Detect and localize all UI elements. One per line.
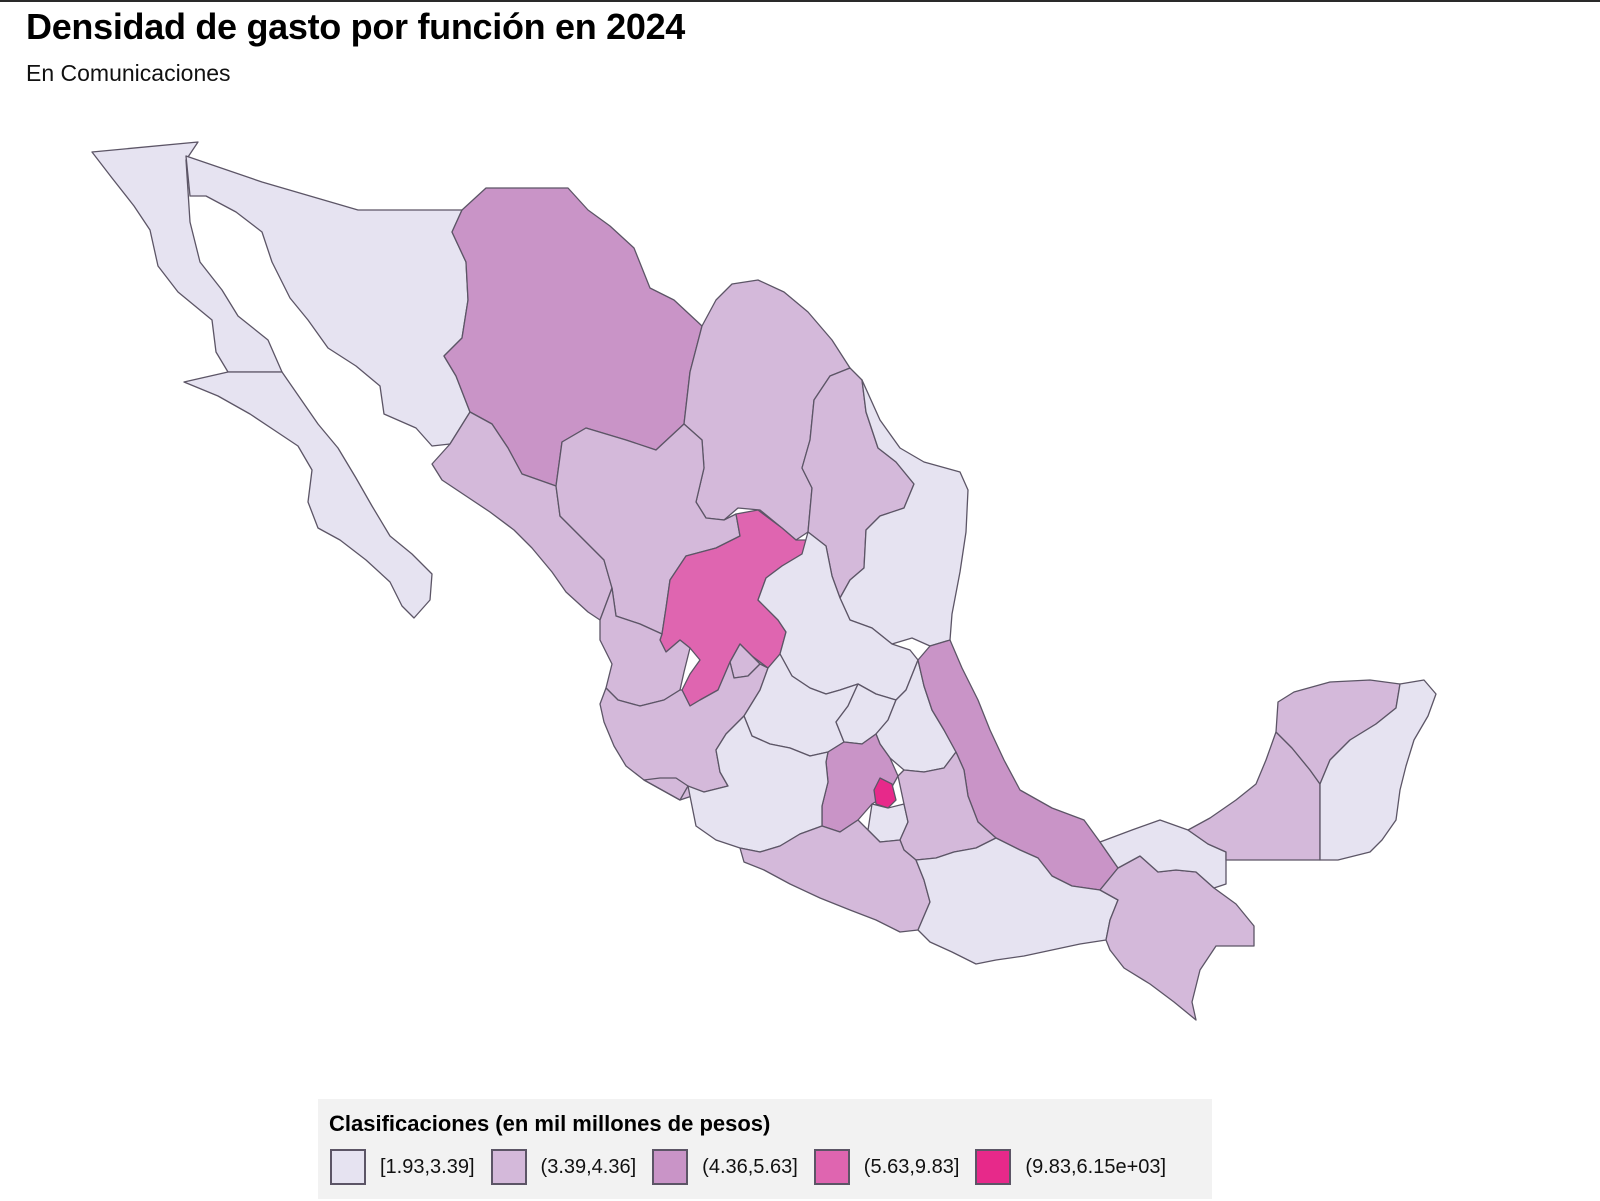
- region-sinaloa: [431, 411, 613, 621]
- legend-item: (4.36,5.63]: [652, 1149, 798, 1185]
- region-baja-california-sur: [183, 371, 433, 619]
- region-chiapas: [1099, 855, 1255, 1021]
- region-baja-california: [91, 141, 283, 373]
- top-border: [0, 0, 1600, 2]
- legend-label: (3.39,4.36]: [540, 1155, 637, 1178]
- legend-label: (4.36,5.63]: [702, 1155, 798, 1178]
- legend-item: (9.83,6.15e+03]: [975, 1149, 1166, 1185]
- region-colima: [643, 777, 689, 801]
- legend-title: Clasificaciones (en mil millones de peso…: [329, 1111, 771, 1136]
- map-title: Densidad de gasto por función en 2024: [26, 6, 686, 47]
- map-subtitle: En Comunicaciones: [26, 60, 231, 86]
- legend-items: [1.93,3.39] (3.39,4.36] (4.36,5.63] (5.6…: [330, 1149, 1182, 1185]
- legend: Clasificaciones (en mil millones de peso…: [318, 1099, 1212, 1199]
- region-nayarit: [599, 587, 691, 707]
- legend-label: (9.83,6.15e+03]: [1025, 1155, 1167, 1178]
- legend-swatch: [813, 1149, 850, 1185]
- legend-label: [1.93,3.39]: [380, 1155, 475, 1178]
- legend-swatch: [490, 1149, 527, 1185]
- region-tabasco: [1099, 819, 1227, 889]
- legend-item: (3.39,4.36]: [490, 1149, 637, 1185]
- legend-item: [1.93,3.39]: [330, 1149, 475, 1185]
- legend-swatch: [330, 1149, 366, 1185]
- legend-item: (5.63,9.83]: [813, 1149, 960, 1185]
- legend-label: (5.63,9.83]: [863, 1155, 960, 1178]
- region-quintana-roo: [1319, 679, 1437, 861]
- legend-swatch: [975, 1149, 1012, 1185]
- legend-swatch: [652, 1149, 689, 1185]
